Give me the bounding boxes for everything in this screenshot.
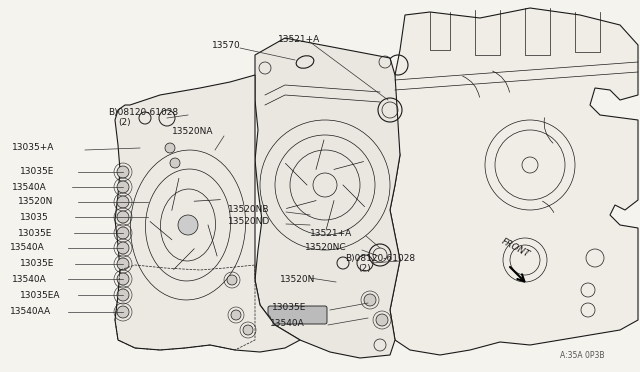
Text: 13520NB: 13520NB <box>228 205 269 215</box>
Text: 13540A: 13540A <box>270 318 305 327</box>
Text: 13035E: 13035E <box>20 260 54 269</box>
Polygon shape <box>115 75 300 352</box>
Text: 13520ND: 13520ND <box>228 218 270 227</box>
Circle shape <box>117 258 129 270</box>
Text: 13540A: 13540A <box>12 275 47 283</box>
Circle shape <box>227 275 237 285</box>
Text: 13520NA: 13520NA <box>172 128 214 137</box>
Circle shape <box>117 196 129 208</box>
Text: (2): (2) <box>358 263 371 273</box>
Text: 13570: 13570 <box>212 41 241 49</box>
Circle shape <box>165 143 175 153</box>
Circle shape <box>178 215 198 235</box>
Text: 13035E: 13035E <box>20 167 54 176</box>
Text: 13035+A: 13035+A <box>12 144 54 153</box>
Polygon shape <box>390 8 638 355</box>
Circle shape <box>117 166 129 178</box>
Text: B)08120-61028: B)08120-61028 <box>345 253 415 263</box>
Text: 13035E: 13035E <box>272 304 307 312</box>
Text: 13540A: 13540A <box>10 244 45 253</box>
Circle shape <box>170 158 180 168</box>
Polygon shape <box>255 38 400 358</box>
FancyBboxPatch shape <box>198 143 232 159</box>
Text: B)08120-61028: B)08120-61028 <box>108 108 178 116</box>
Text: 13035: 13035 <box>20 212 49 221</box>
Circle shape <box>117 306 129 318</box>
Circle shape <box>117 273 129 285</box>
Circle shape <box>243 325 253 335</box>
Circle shape <box>231 310 241 320</box>
Text: 13521+A: 13521+A <box>278 35 320 45</box>
Text: 13520N: 13520N <box>18 198 53 206</box>
Text: 13521+A: 13521+A <box>310 230 352 238</box>
Text: 13520N: 13520N <box>280 276 316 285</box>
Circle shape <box>364 294 376 306</box>
Text: 13035EA: 13035EA <box>20 291 61 299</box>
Text: 13520NC: 13520NC <box>305 244 347 253</box>
Text: (2): (2) <box>118 118 131 126</box>
Text: FRONT: FRONT <box>500 237 531 259</box>
Circle shape <box>376 314 388 326</box>
FancyBboxPatch shape <box>268 306 327 324</box>
Circle shape <box>117 242 129 254</box>
Text: A:35A 0P3B: A:35A 0P3B <box>560 350 605 359</box>
Circle shape <box>117 211 129 223</box>
Circle shape <box>117 289 129 301</box>
Text: 13540AA: 13540AA <box>10 308 51 317</box>
Text: 13035E: 13035E <box>18 228 52 237</box>
Circle shape <box>117 181 129 193</box>
Circle shape <box>117 227 129 239</box>
Text: 13540A: 13540A <box>12 183 47 192</box>
